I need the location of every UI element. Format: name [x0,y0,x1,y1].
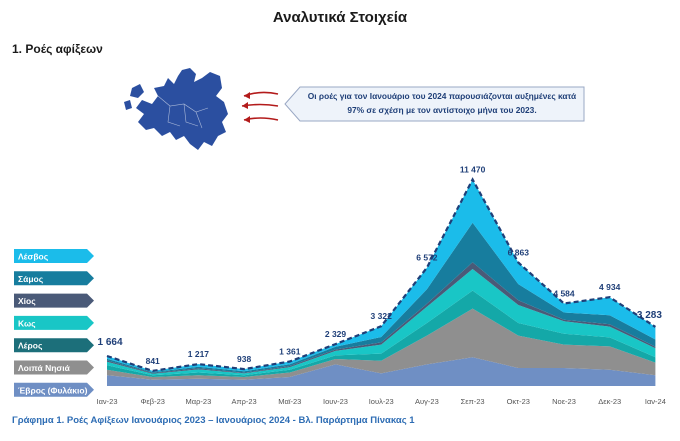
total-label: 6 572 [416,253,438,263]
legend-swatch [14,293,94,308]
legend-item: Έβρος (Φυλάκιο) [14,382,94,397]
legend-label: Λέρος [18,341,43,351]
legend-label: Κως [18,318,36,328]
total-label: 6 863 [508,247,530,257]
section-number: 1. [12,42,23,56]
legend-label: Σάμος [18,274,44,284]
europe-map-icon [124,68,228,150]
total-label: 3 283 [637,310,662,321]
total-label: 938 [237,354,251,364]
total-label: 4 584 [553,288,575,298]
area-series-2 [107,290,656,377]
legend-swatch [14,382,94,397]
area-series-3 [107,269,656,376]
x-tick-label: Αυγ-23 [415,397,439,406]
total-label: 1 217 [188,349,210,359]
page-title: Αναλυτικά Στοιχεία [272,9,408,26]
legend-item: Χίος [14,293,94,308]
arrow-icons [241,91,279,123]
area-series-6 [107,179,656,373]
x-tick-label: Ιαν-24 [645,397,666,406]
legend-item: Λοιπά Νησιά [14,360,94,375]
section-title: Ροές αφίξεων [25,42,103,56]
arrivals-area-chart: Λέσβος Σάμος Χίος Κως Λέρος Λοιπά Νησιά Έβρος … [14,165,666,406]
total-line [106,177,656,373]
legend-swatch [14,338,94,353]
x-tick-label: Σεπ-23 [461,397,485,406]
legend-item: Σάμος [14,271,94,286]
total-label: 4 934 [599,282,621,292]
area-series-1 [107,308,656,380]
callout-box: Οι ροές για τον Ιανουάριο του 2024 παρου… [284,86,586,122]
legend-item: Κως [14,315,94,330]
total-label: 11 470 [460,165,486,175]
x-tick-label: Νοε-23 [552,397,576,406]
legend-swatch [14,360,94,375]
x-tick-label: Ιαν-23 [96,397,117,406]
x-tick-label: Ιουν-23 [323,397,348,406]
total-label: 1 361 [279,347,301,357]
callout-text: Οι ροές για τον Ιανουάριο του 2024 παρου… [307,91,577,115]
total-label: 1 664 [97,337,122,348]
x-tick-label: Οκτ-23 [507,397,530,406]
x-tick-label: Μαρ-23 [186,397,212,406]
total-label: 3 322 [371,311,393,321]
total-label: 2 329 [325,329,347,339]
legend-label: Έβρος (Φυλάκιο) [18,385,88,395]
x-tick-label: Απρ-23 [231,397,256,406]
x-tick-label: Δεκ-23 [598,397,621,406]
section-heading: 1. Ροές αφίξεων [12,42,103,56]
chart-caption: Γράφημα 1. Ροές Αφίξεων Ιανουάριος 2023 … [12,415,415,426]
legend-label: Χίος [18,296,36,306]
legend-swatch [14,249,94,263]
legend-label: Λοιπά Νησιά [18,363,71,373]
total-label: 841 [146,356,160,366]
x-tick-label: Ιουλ-23 [369,397,394,406]
legend-label: Λέσβος [18,252,49,262]
legend-swatch [14,271,94,286]
x-tick-label: Φεβ-23 [140,397,164,406]
legend-item: Λέρος [14,338,94,353]
area-series-0 [107,357,656,386]
legend-swatch [14,315,94,330]
x-tick-label: Μαϊ-23 [278,397,301,406]
legend-item: Λέσβος [14,249,94,263]
